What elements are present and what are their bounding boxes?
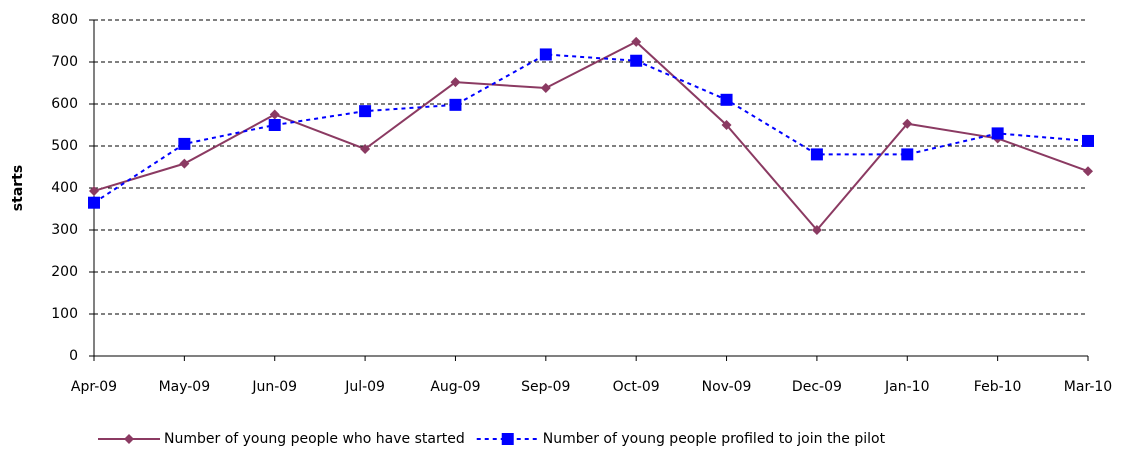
x-tick-label: May-09 <box>159 379 211 395</box>
legend-label: Number of young people profiled to join … <box>543 431 886 447</box>
series-line <box>93 53 1089 204</box>
y-tick-label: 600 <box>51 96 78 112</box>
series-marker <box>991 127 1004 140</box>
y-tick-label: 500 <box>51 138 78 154</box>
series-marker <box>630 54 643 67</box>
series-marker <box>810 148 823 161</box>
y-tick-label: 100 <box>51 306 78 322</box>
x-tick-label: Nov-09 <box>702 379 752 395</box>
series-marker <box>88 196 100 209</box>
series-marker <box>1083 166 1093 177</box>
series-marker <box>449 98 462 111</box>
series-marker <box>89 185 99 196</box>
legend-marker <box>501 433 514 445</box>
series-line <box>93 40 1089 232</box>
series-marker <box>902 118 913 129</box>
y-tick-label: 400 <box>51 180 78 196</box>
y-tick-label: 0 <box>69 348 78 364</box>
series-marker <box>1082 134 1094 147</box>
y-tick-label: 300 <box>51 222 78 238</box>
x-tick-label: Sep-09 <box>521 379 570 395</box>
y-axis-label: starts <box>10 165 26 211</box>
x-tick-label: Jun-09 <box>251 379 297 395</box>
y-tick-label: 800 <box>51 12 78 28</box>
series-marker <box>631 36 642 47</box>
series-marker <box>179 158 190 169</box>
series-marker <box>360 143 371 154</box>
x-tick-label: Jul-09 <box>344 379 385 395</box>
series-marker <box>359 105 372 118</box>
series-marker <box>721 120 732 130</box>
series-marker <box>540 83 551 94</box>
series-marker <box>178 137 191 150</box>
x-tick-label: Dec-09 <box>792 379 842 395</box>
legend-marker <box>124 434 134 444</box>
series-marker <box>811 225 822 235</box>
series-marker <box>901 148 914 161</box>
x-tick-label: Jan-10 <box>884 379 929 395</box>
x-tick-label: Mar-10 <box>1064 379 1112 395</box>
series-marker <box>268 119 281 131</box>
y-tick-label: 200 <box>51 264 78 280</box>
series-marker <box>539 48 552 61</box>
y-tick-label: 700 <box>51 54 78 70</box>
series-marker <box>269 109 280 120</box>
series-marker <box>720 93 733 106</box>
x-tick-label: Feb-10 <box>974 379 1022 395</box>
x-tick-label: Oct-09 <box>613 379 660 395</box>
legend-label: Number of young people who have started <box>164 431 465 447</box>
x-tick-label: Aug-09 <box>430 379 480 395</box>
x-tick-label: Apr-09 <box>71 379 117 395</box>
series-marker <box>450 77 461 88</box>
